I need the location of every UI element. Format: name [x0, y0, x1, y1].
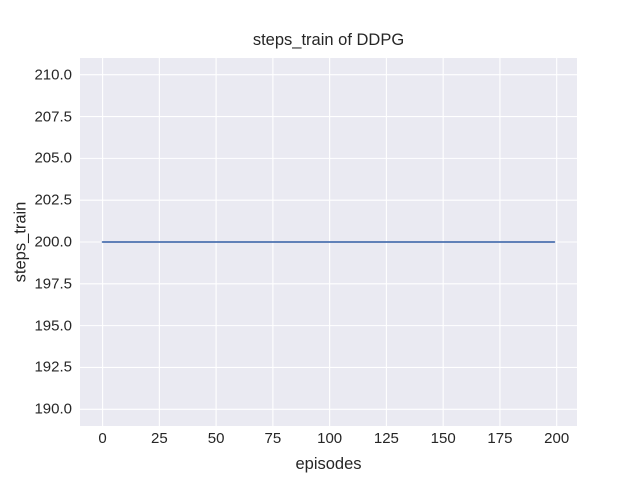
x-tick-label: 50 [207, 430, 225, 447]
y-tick-label: 195.0 [34, 317, 72, 335]
x-tick-label: 100 [317, 430, 343, 447]
y-tick-label: 192.5 [34, 358, 72, 376]
x-tick-label: 175 [487, 430, 513, 447]
x-axis-label: episodes [295, 455, 362, 473]
plot-panel [80, 58, 577, 426]
y-tick-label: 210.0 [34, 66, 72, 84]
x-tick-label: 200 [544, 430, 570, 447]
x-tick-label: 0 [98, 430, 107, 447]
x-tick-label: 75 [264, 430, 282, 447]
x-tick-label: 25 [151, 430, 168, 447]
y-tick-label: 200.0 [34, 233, 72, 251]
y-tick-label: 207.5 [34, 108, 72, 126]
x-tick-label: 150 [430, 430, 456, 447]
x-tick-label: 125 [373, 430, 399, 447]
chart-title: steps_train of DDPG [252, 31, 405, 49]
y-tick-label: 197.5 [34, 275, 72, 293]
y-tick-label: 190.0 [34, 400, 72, 418]
y-tick-label: 205.0 [34, 149, 72, 167]
y-tick-label: 202.5 [34, 191, 72, 209]
